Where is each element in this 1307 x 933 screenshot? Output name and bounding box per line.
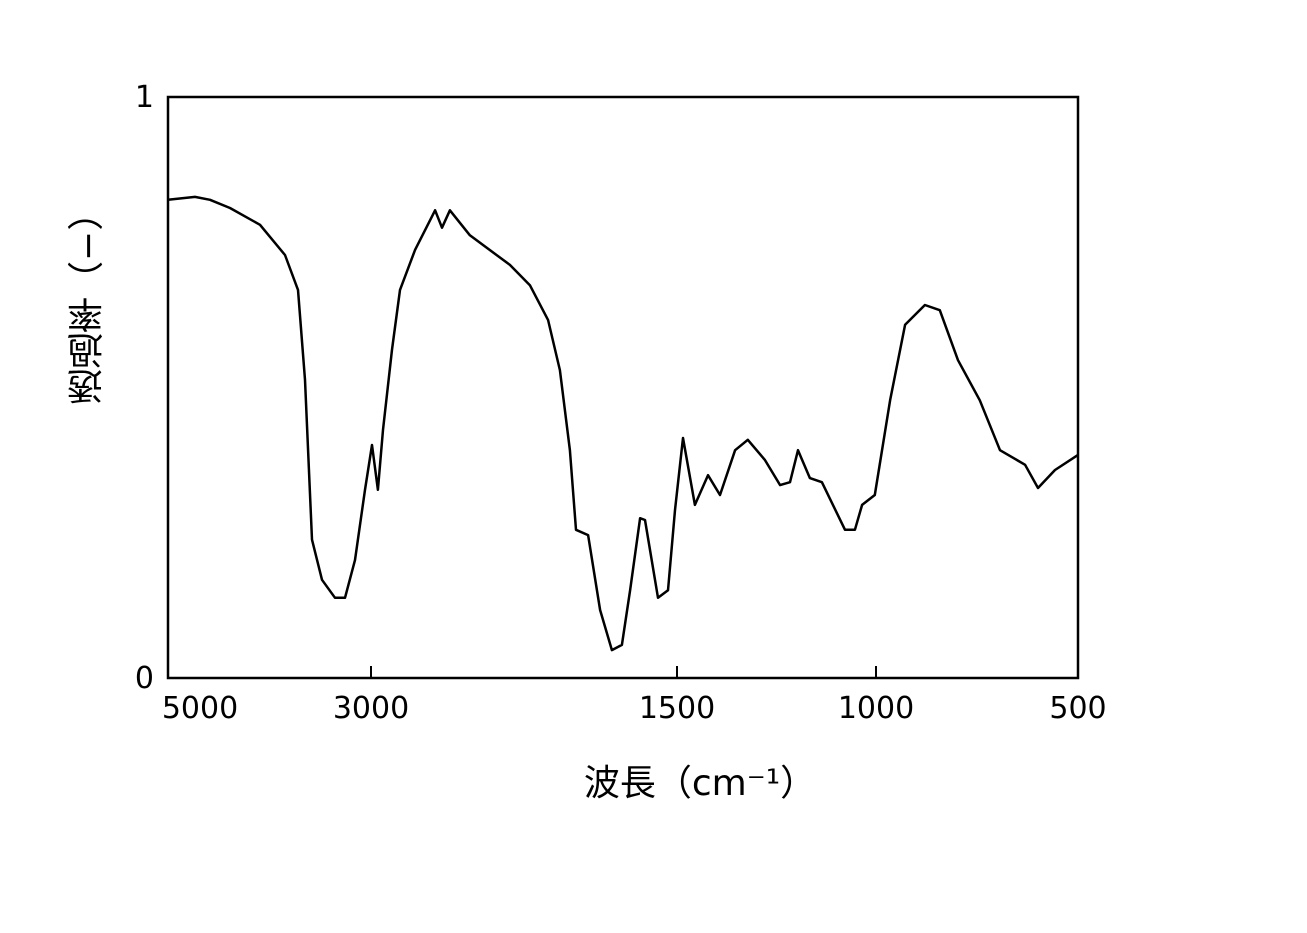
chart: 波長（cm⁻¹） 透過率（−） 500030001500100050001 [0, 0, 1307, 929]
y-axis-label: 透過率（−） [67, 195, 109, 405]
x-tick-label: 500 [1049, 691, 1106, 726]
spectrum-line [168, 197, 1078, 650]
y-tick-label: 1 [135, 80, 154, 115]
x-tick-label: 5000 [162, 691, 238, 726]
x-tick-label: 3000 [333, 691, 409, 726]
y-tick-label: 0 [135, 661, 154, 696]
x-axis-label: 波長（cm⁻¹） [584, 763, 816, 804]
x-tick-label: 1000 [838, 691, 914, 726]
x-tick-label: 1500 [639, 691, 715, 726]
